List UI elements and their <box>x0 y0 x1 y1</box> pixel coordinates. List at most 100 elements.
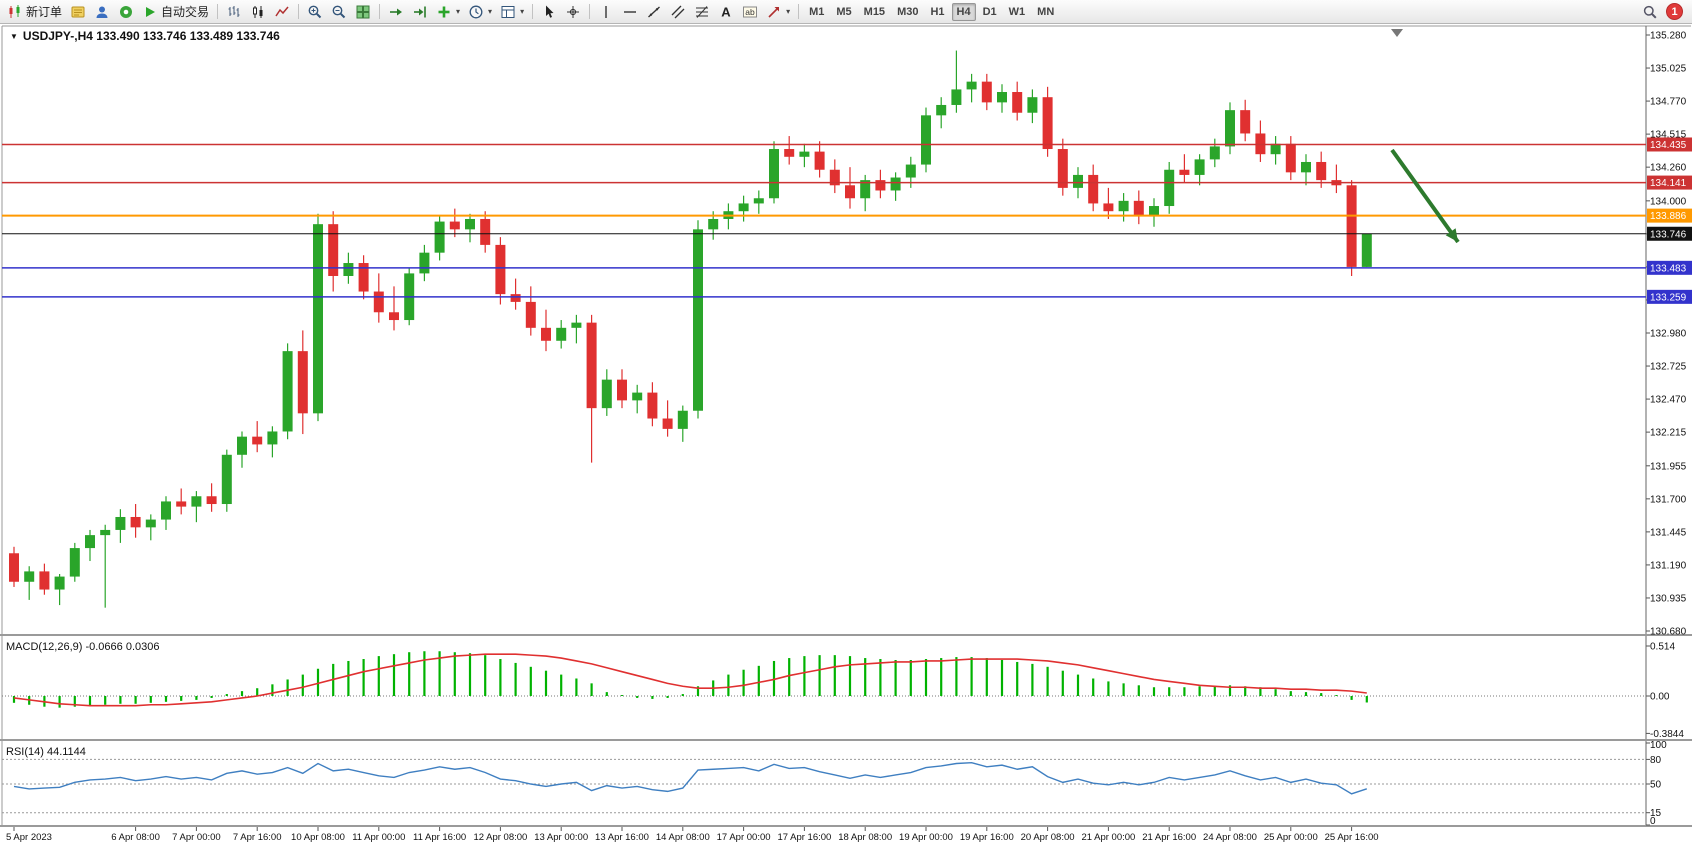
svg-text:24 Apr 08:00: 24 Apr 08:00 <box>1203 832 1257 843</box>
horizontal-line-button[interactable] <box>618 2 642 22</box>
timeframe-M15[interactable]: M15 <box>863 5 886 18</box>
terminal-icon <box>118 4 134 20</box>
rsi-panel: 100 80 50 150 <box>2 740 1667 827</box>
pivot-line-price-badge: 133.886 <box>1647 208 1692 223</box>
support-line-1-price-badge: 133.483 <box>1647 260 1692 275</box>
text-label-icon: ab <box>742 4 758 20</box>
text-label-button[interactable]: ab <box>738 2 762 22</box>
periods-button[interactable]: ▾ <box>464 2 496 22</box>
svg-text:12 Apr 08:00: 12 Apr 08:00 <box>473 832 527 843</box>
timeframe-H4[interactable]: H4 <box>951 2 976 21</box>
svg-text:7 Apr 16:00: 7 Apr 16:00 <box>233 832 282 843</box>
svg-text:132.980: 132.980 <box>1650 329 1687 340</box>
trend-arrow[interactable] <box>1390 148 1460 244</box>
new-order-button[interactable]: 新订单 <box>3 2 66 22</box>
rsi-line <box>13 761 1368 795</box>
zoom-in-button[interactable] <box>303 2 327 22</box>
svg-text:132.470: 132.470 <box>1650 395 1687 406</box>
svg-text:100: 100 <box>1650 740 1667 751</box>
indicators-icon <box>436 4 452 20</box>
vertical-line-button[interactable] <box>594 2 618 22</box>
arrows-button[interactable]: ▾ <box>762 2 794 22</box>
svg-text:19 Apr 00:00: 19 Apr 00:00 <box>899 832 953 843</box>
svg-text:134.435: 134.435 <box>1650 140 1687 151</box>
svg-text:13 Apr 00:00: 13 Apr 00:00 <box>534 832 588 843</box>
tile-windows-button[interactable] <box>351 2 375 22</box>
macd-panel: 0.514 0.00 -0.3844 <box>2 641 1684 740</box>
text-button[interactable]: A <box>714 2 738 22</box>
svg-text:131.445: 131.445 <box>1650 527 1687 538</box>
crosshair-icon <box>565 4 581 20</box>
templates-button[interactable]: ▾ <box>496 2 528 22</box>
svg-text:135.025: 135.025 <box>1650 64 1687 75</box>
svg-text:14 Apr 08:00: 14 Apr 08:00 <box>656 832 710 843</box>
new-order-icon <box>7 4 23 20</box>
svg-text:131.955: 131.955 <box>1650 461 1687 472</box>
timeframe-W1[interactable]: W1 <box>1008 5 1026 18</box>
svg-text:17 Apr 16:00: 17 Apr 16:00 <box>777 832 831 843</box>
notification-badge[interactable]: 1 <box>1666 3 1683 20</box>
indicators-button[interactable]: ▾ <box>432 2 464 22</box>
svg-text:ab: ab <box>745 7 755 17</box>
time-axis: 5 Apr 2023 6 Apr 08:00 7 Apr 00:00 7 Apr 16… <box>6 827 1379 843</box>
timeframe-H1[interactable]: H1 <box>930 5 945 18</box>
svg-text:10 Apr 08:00: 10 Apr 08:00 <box>291 832 345 843</box>
timeframe-MN[interactable]: MN <box>1037 5 1055 18</box>
auto-trading-button[interactable]: 自动交易 <box>138 2 213 22</box>
resistance-line-1-price-badge: 134.435 <box>1647 137 1692 152</box>
svg-text:132.215: 132.215 <box>1650 428 1687 439</box>
terminal-button[interactable] <box>114 2 138 22</box>
cursor-button[interactable] <box>537 2 561 22</box>
resistance-line-2-price-badge: 134.141 <box>1647 175 1692 190</box>
chart-shift-button[interactable] <box>408 2 432 22</box>
svg-text:133.259: 133.259 <box>1650 292 1687 303</box>
macd-histogram <box>12 651 1368 708</box>
timeframe-M1[interactable]: M1 <box>809 5 825 18</box>
arrows-icon <box>766 4 782 20</box>
zoom-out-button[interactable] <box>327 2 351 22</box>
svg-text:25 Apr 16:00: 25 Apr 16:00 <box>1325 832 1379 843</box>
svg-text:50: 50 <box>1650 780 1662 791</box>
svg-text:11 Apr 16:00: 11 Apr 16:00 <box>413 832 466 843</box>
svg-text:133.886: 133.886 <box>1650 211 1687 222</box>
timeframe-M30[interactable]: M30 <box>897 5 919 18</box>
candle-chart-button[interactable] <box>246 2 270 22</box>
trendline-button[interactable] <box>642 2 666 22</box>
price-axis: 135.280 135.025 134.770 134.515 134.260 134.0… <box>1646 31 1687 638</box>
svg-text:13 Apr 16:00: 13 Apr 16:00 <box>595 832 649 843</box>
line-chart-icon <box>274 4 290 20</box>
svg-text:11 Apr 00:00: 11 Apr 00:00 <box>352 832 405 843</box>
bar-chart-button[interactable] <box>222 2 246 22</box>
svg-text:25 Apr 00:00: 25 Apr 00:00 <box>1264 832 1318 843</box>
metaeditor-button[interactable] <box>66 2 90 22</box>
svg-text:80: 80 <box>1650 755 1662 766</box>
svg-text:133.746: 133.746 <box>1650 229 1687 240</box>
svg-text:130.680: 130.680 <box>1650 627 1687 638</box>
chart-shift-marker[interactable] <box>1391 29 1403 37</box>
svg-text:21 Apr 16:00: 21 Apr 16:00 <box>1142 832 1196 843</box>
bar-chart-icon <box>226 4 242 20</box>
svg-text:0: 0 <box>1650 816 1656 827</box>
text-icon: A <box>718 4 734 20</box>
svg-text:134.770: 134.770 <box>1650 97 1687 108</box>
channel-button[interactable] <box>666 2 690 22</box>
toolbar-separator <box>298 4 300 19</box>
line-chart-button[interactable] <box>270 2 294 22</box>
candle-chart-icon <box>250 4 266 20</box>
chart-shift-icon <box>412 4 428 20</box>
svg-text:18 Apr 08:00: 18 Apr 08:00 <box>838 832 892 843</box>
fibonacci-button[interactable] <box>690 2 714 22</box>
cursor-icon <box>541 4 557 20</box>
auto-scroll-button[interactable] <box>384 2 408 22</box>
search-icon[interactable] <box>1642 4 1658 20</box>
play-icon <box>142 4 158 20</box>
market-watch-button[interactable] <box>90 2 114 22</box>
svg-text:132.725: 132.725 <box>1650 362 1687 373</box>
timeframe-D1[interactable]: D1 <box>982 5 997 18</box>
svg-text:134.000: 134.000 <box>1650 196 1687 207</box>
trendline-icon <box>646 4 662 20</box>
crosshair-button[interactable] <box>561 2 585 22</box>
svg-text:21 Apr 00:00: 21 Apr 00:00 <box>1081 832 1135 843</box>
timeframe-M5[interactable]: M5 <box>836 5 852 18</box>
